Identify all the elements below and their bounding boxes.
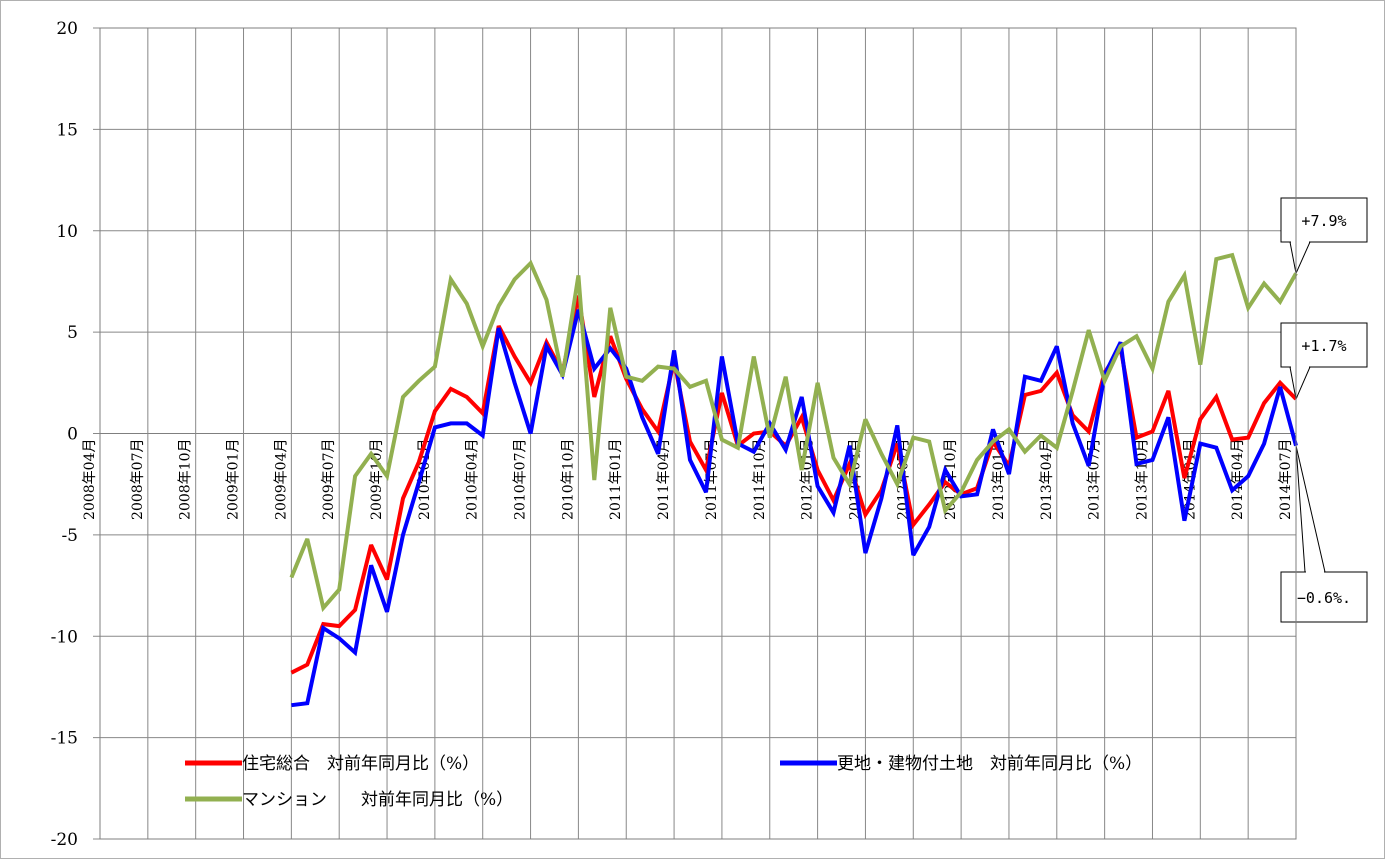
x-tick-label: 2009年07月 bbox=[321, 439, 337, 520]
callout-label: +1.7% bbox=[1301, 337, 1346, 355]
series-lines bbox=[289, 252, 1298, 708]
x-tick-label: 2010年04月 bbox=[465, 439, 481, 520]
x-tick-label: 2009年04月 bbox=[273, 439, 289, 520]
x-tick-label: 2010年10月 bbox=[560, 439, 576, 520]
callouts: +7.9% +1.7% −0.6%. bbox=[1280, 197, 1368, 623]
x-tick-label: 2011年01月 bbox=[608, 439, 624, 520]
legend-label: 住宅総合 対前年同月比（%） bbox=[242, 754, 479, 774]
x-tick-label: 2011年10月 bbox=[752, 439, 768, 520]
y-tick-label: 10 bbox=[56, 222, 78, 242]
y-tick-label: -5 bbox=[61, 526, 78, 546]
x-tick-label: 2008年07月 bbox=[130, 439, 146, 520]
x-tick-label: 2010年07月 bbox=[513, 439, 529, 520]
y-tick-label: -20 bbox=[51, 830, 78, 850]
x-tick-label: 2009年10月 bbox=[369, 439, 385, 520]
legend: 住宅総合 対前年同月比（%） 更地・建物付土地 対前年同月比（%） マンション 対前… bbox=[185, 754, 1142, 810]
x-tick-label: 2013年04月 bbox=[1039, 439, 1055, 520]
x-tick-label: 2008年04月 bbox=[82, 439, 98, 520]
y-tick-label: -10 bbox=[51, 627, 78, 647]
x-tick-label: 2011年04月 bbox=[656, 439, 672, 520]
y-axis-ticks: 20 15 10 5 0 -5 -10 -15 -20 bbox=[51, 19, 78, 850]
series-line-3 bbox=[289, 252, 1298, 613]
x-tick-label: 2013年07月 bbox=[1087, 439, 1103, 520]
plot-area-border bbox=[99, 27, 1297, 840]
x-tick-label: 2013年10月 bbox=[1134, 439, 1150, 520]
y-tick-label: 15 bbox=[56, 120, 78, 140]
y-tick-label: -15 bbox=[51, 729, 78, 749]
callout-box bbox=[1280, 571, 1368, 623]
x-tick-label: 2014年04月 bbox=[1230, 439, 1246, 520]
y-tick-label: 0 bbox=[67, 425, 78, 445]
x-tick-label: 2014年01月 bbox=[1182, 439, 1198, 520]
x-tick-label: 2008年10月 bbox=[178, 439, 194, 520]
callout-box bbox=[1280, 322, 1368, 368]
grid bbox=[93, 27, 1296, 840]
x-tick-label: 2009年01月 bbox=[226, 439, 242, 520]
legend-label: 更地・建物付土地 対前年同月比（%） bbox=[837, 754, 1142, 774]
x-tick-label: 2014年07月 bbox=[1278, 439, 1294, 520]
callout-label: +7.9% bbox=[1301, 212, 1346, 230]
callout-label: −0.6%. bbox=[1297, 589, 1351, 607]
legend-label: マンション 対前年同月比（%） bbox=[242, 790, 513, 810]
callout-box bbox=[1280, 197, 1368, 243]
y-tick-label: 20 bbox=[56, 19, 78, 39]
y-tick-label: 5 bbox=[67, 323, 78, 343]
